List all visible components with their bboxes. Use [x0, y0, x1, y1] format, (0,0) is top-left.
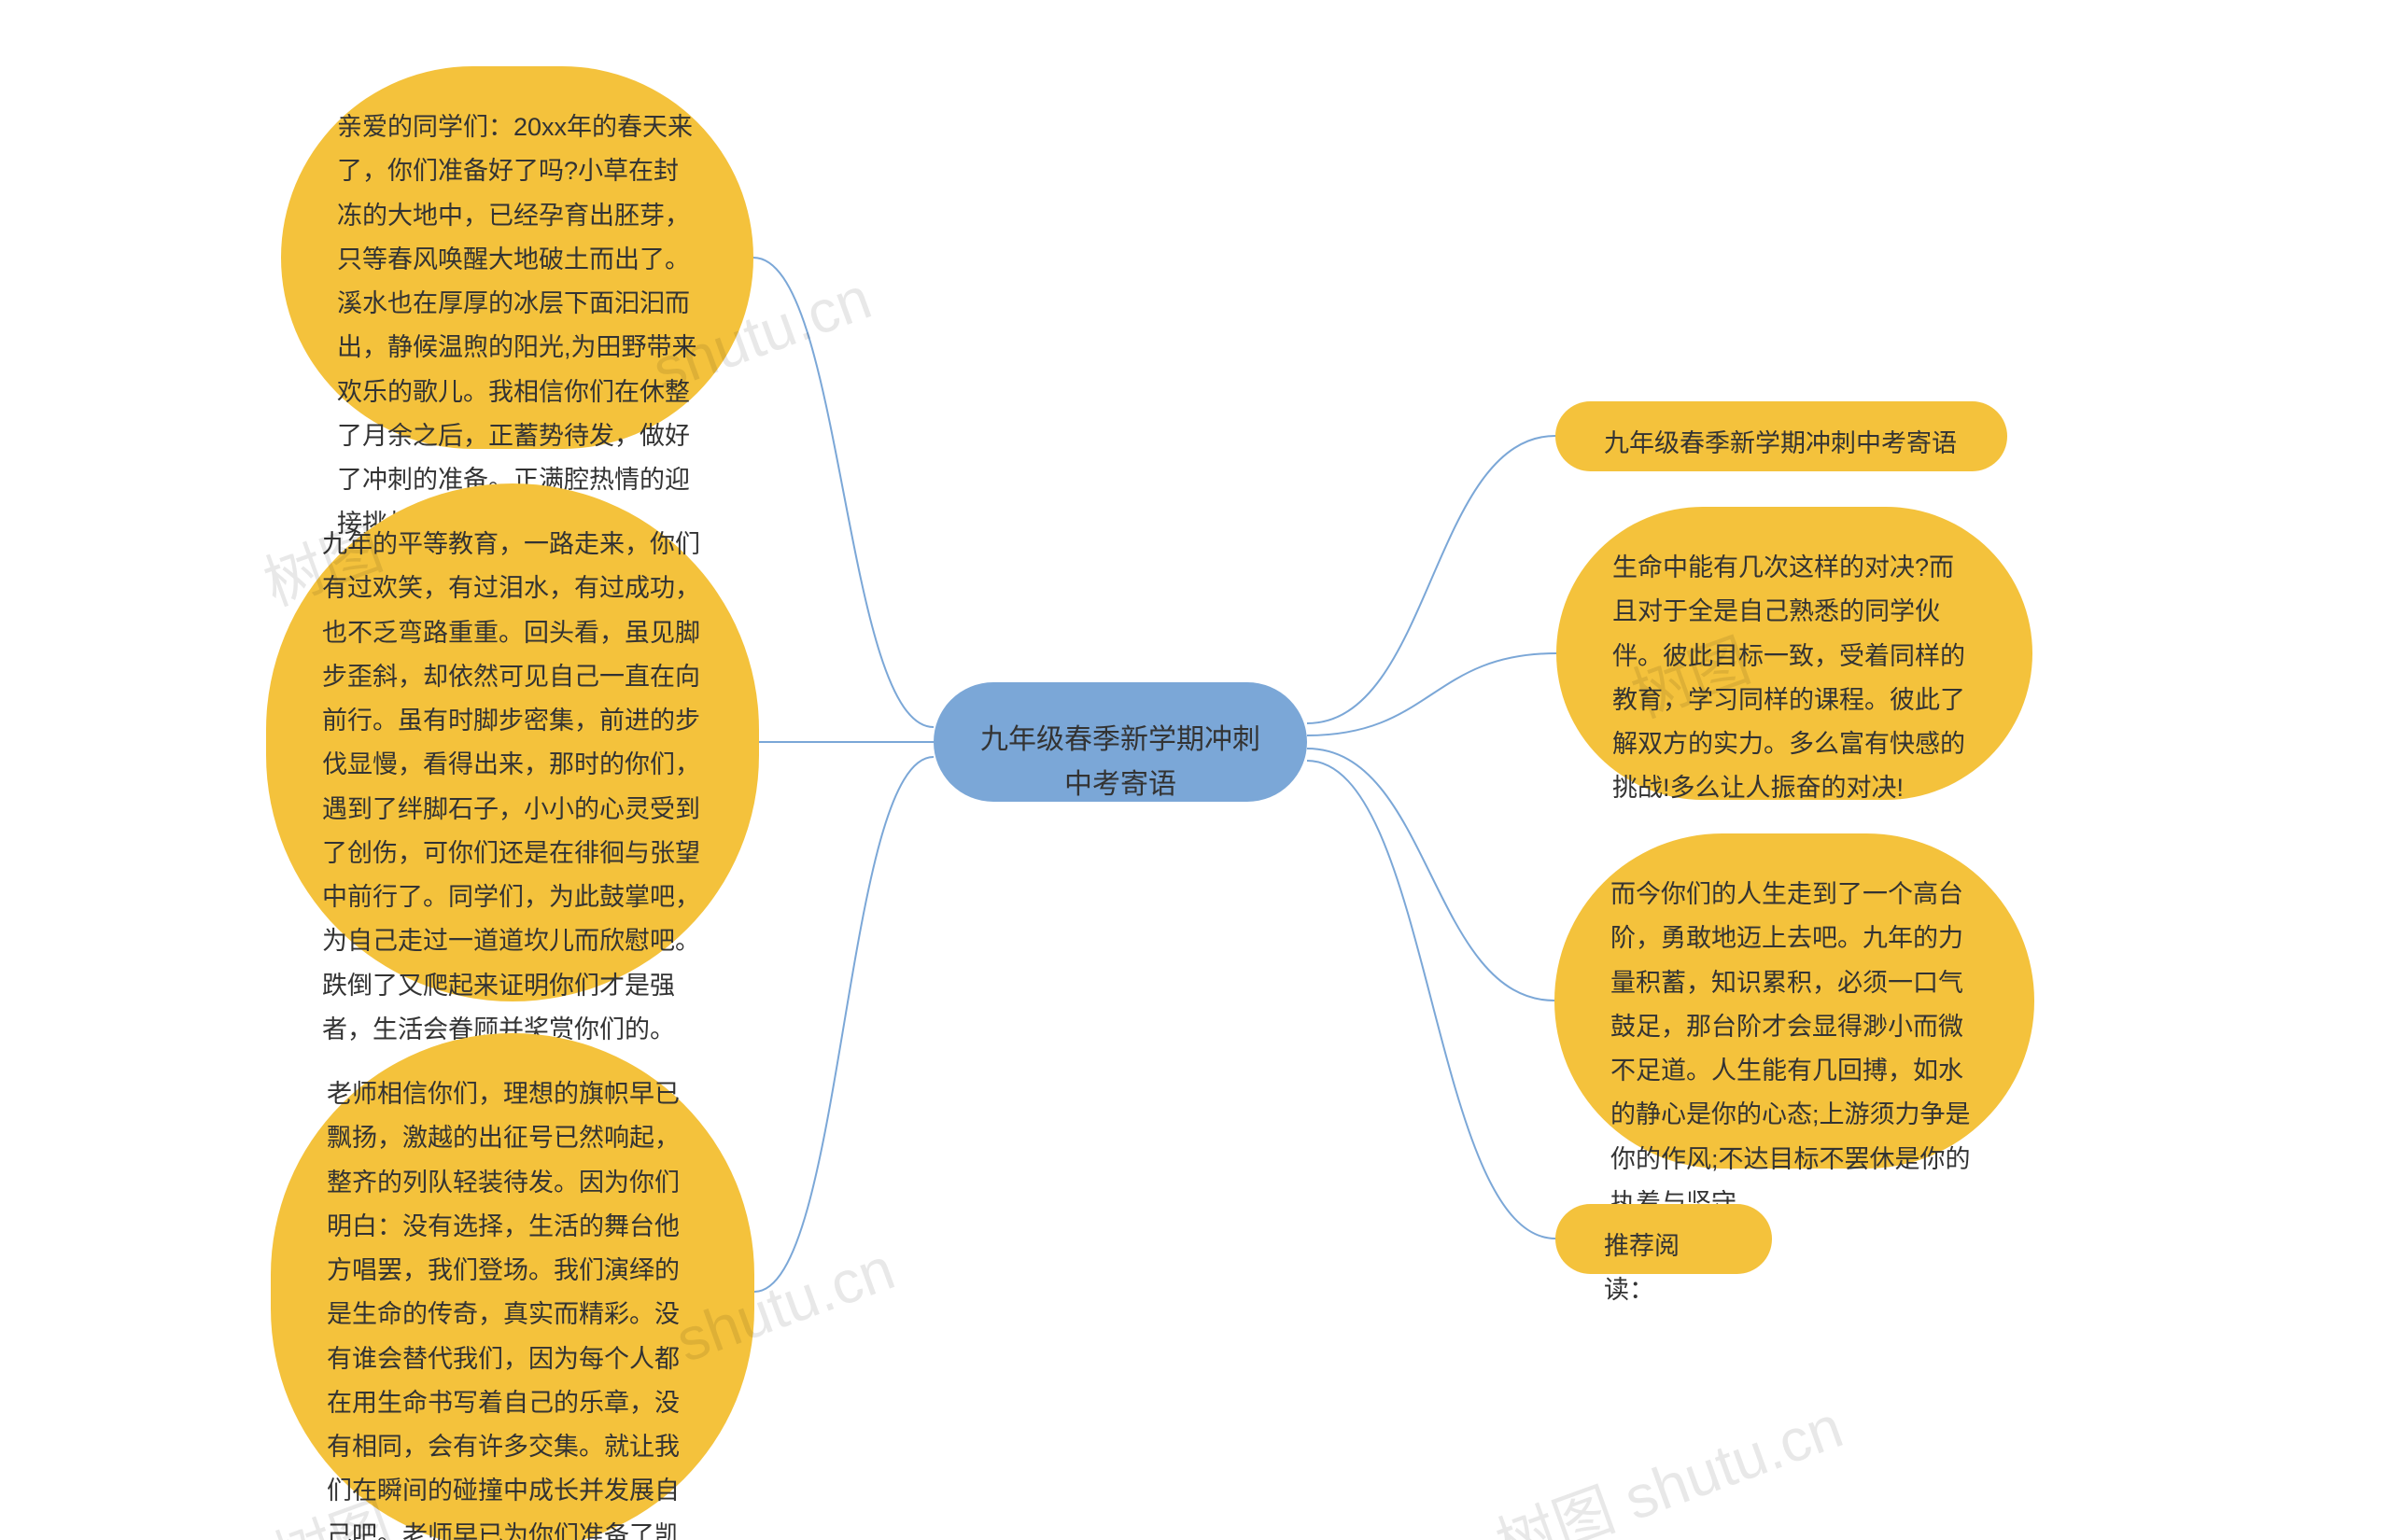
- node-text: 九年级春季新学期冲刺中考寄语: [1604, 429, 1957, 457]
- node-text: 推荐阅读：: [1604, 1232, 1680, 1304]
- node-text: 而今你们的人生走到了一个高台阶，勇敢地迈上去吧。九年的力量积蓄，知识累积，必须一…: [1610, 880, 1971, 1217]
- mindmap-node-right-4: 推荐阅读：: [1555, 1204, 1772, 1274]
- mindmap-node-right-3: 而今你们的人生走到了一个高台阶，勇敢地迈上去吧。九年的力量积蓄，知识累积，必须一…: [1554, 833, 2034, 1169]
- mindmap-center-node: 九年级春季新学期冲刺中考寄语: [934, 682, 1307, 802]
- center-node-text: 九年级春季新学期冲刺中考寄语: [980, 724, 1260, 800]
- node-text: 亲爱的同学们：20xx年的春天来了，你们准备好了吗?小草在封冻的大地中，已经孕育…: [337, 113, 697, 538]
- watermark-text: 树图 shutu.cn: [1483, 1379, 1853, 1540]
- node-text: 老师相信你们，理想的旗帜早已飘扬，激越的出征号已然响起，整齐的列队轻装待发。因为…: [327, 1080, 680, 1540]
- node-text: 九年的平等教育，一路走来，你们有过欢笑，有过泪水，有过成功，也不乏弯路重重。回头…: [322, 530, 700, 1043]
- mindmap-node-left-3: 老师相信你们，理想的旗帜早已飘扬，激越的出征号已然响起，整齐的列队轻装待发。因为…: [271, 1033, 754, 1540]
- mindmap-node-right-1: 九年级春季新学期冲刺中考寄语: [1555, 401, 2007, 471]
